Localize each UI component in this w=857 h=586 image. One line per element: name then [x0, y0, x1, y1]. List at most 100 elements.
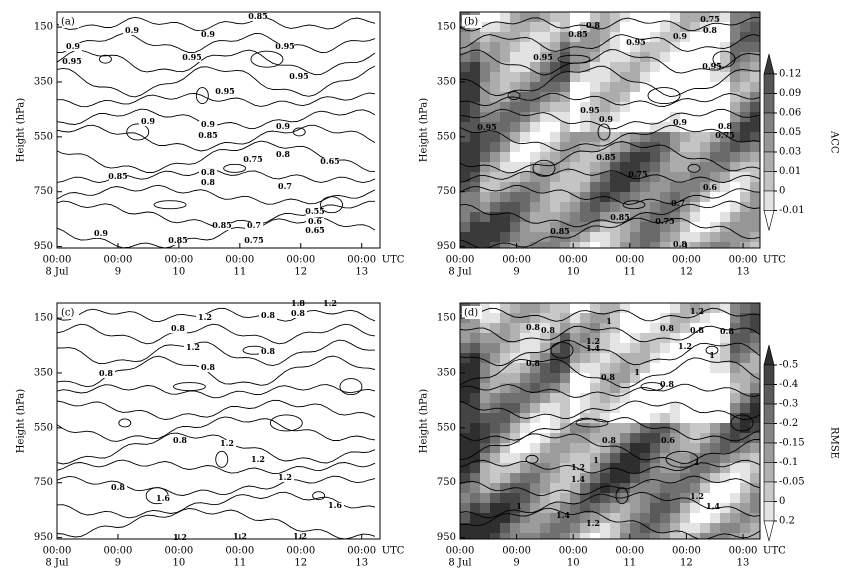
- shading: [490, 473, 501, 484]
- shading: [710, 513, 721, 524]
- shading: [580, 363, 591, 374]
- shading: [530, 313, 541, 324]
- shading: [670, 303, 681, 314]
- shading: [650, 383, 661, 394]
- shading: [690, 523, 701, 534]
- shading: [730, 483, 741, 494]
- shading: [740, 493, 751, 504]
- shading: [630, 192, 641, 203]
- contour-label: 0.9: [141, 116, 155, 126]
- colorbar-segment: [763, 520, 775, 542]
- shading: [520, 393, 531, 404]
- shading: [520, 12, 531, 23]
- contour-line: [687, 163, 701, 173]
- shading: [460, 102, 471, 113]
- shading: [650, 403, 661, 414]
- shading: [590, 132, 601, 143]
- shading: [600, 513, 611, 524]
- shading: [690, 403, 701, 414]
- contour-label: 0.9: [125, 25, 139, 35]
- shading: [700, 122, 711, 133]
- shading: [730, 212, 741, 223]
- shading: [470, 42, 481, 53]
- shading: [640, 82, 651, 93]
- shading: [490, 142, 501, 153]
- shading: [690, 172, 701, 183]
- shading: [480, 142, 491, 153]
- shading: [660, 423, 671, 434]
- shading: [620, 433, 631, 444]
- shading: [660, 353, 671, 364]
- shading: [510, 503, 521, 514]
- shading: [610, 192, 621, 203]
- contour-label-bg: [199, 132, 217, 140]
- shading: [500, 303, 511, 314]
- shading: [710, 523, 721, 534]
- contour-line: [460, 49, 760, 76]
- contour-label-bg: [199, 31, 217, 39]
- shading: [510, 42, 521, 53]
- contour-label: 0.9: [201, 119, 215, 129]
- shading: [670, 222, 681, 233]
- shading: [620, 443, 631, 454]
- shading: [480, 182, 491, 193]
- shading: [540, 303, 551, 314]
- shading: [720, 232, 731, 243]
- shading: [590, 122, 601, 133]
- shading: [590, 473, 601, 484]
- shading: [620, 82, 631, 93]
- shading: [640, 493, 651, 504]
- shading: [640, 192, 651, 203]
- shading: [470, 92, 481, 103]
- shading: [460, 232, 471, 243]
- shading: [610, 303, 621, 314]
- colorbar-segment: [763, 190, 775, 211]
- shading: [500, 232, 511, 243]
- contour-line: [647, 87, 681, 105]
- shading: [510, 393, 521, 404]
- shading: [740, 52, 751, 63]
- shading: [550, 523, 561, 534]
- shading: [690, 222, 701, 233]
- shading: [680, 72, 691, 83]
- contour-line: [460, 307, 760, 322]
- shading: [500, 473, 511, 484]
- y-tick-label: 350: [34, 76, 53, 87]
- shading: [690, 503, 701, 514]
- shading: [650, 483, 661, 494]
- shading: [520, 313, 531, 324]
- contour-label: 0.8: [673, 239, 687, 249]
- contour-label: 0.8: [261, 346, 275, 356]
- shading: [710, 323, 721, 334]
- shading: [690, 142, 701, 153]
- shading: [630, 112, 641, 123]
- shading: [680, 52, 691, 63]
- shading: [500, 72, 511, 83]
- shading: [580, 523, 591, 534]
- panel-label-bg: [462, 15, 482, 28]
- contour-label: 0.85: [550, 226, 569, 236]
- colorbar-segment: [763, 132, 775, 153]
- shading: [560, 303, 571, 314]
- shading: [550, 443, 561, 454]
- colorbar-tick-label: 0.06: [779, 108, 801, 119]
- shading: [640, 513, 651, 524]
- shading: [650, 333, 661, 344]
- shading: [680, 383, 691, 394]
- shading: [500, 323, 511, 334]
- shading: [680, 172, 691, 183]
- shading: [660, 142, 671, 153]
- shading: [740, 383, 751, 394]
- shading: [560, 152, 571, 163]
- shading: [720, 42, 731, 53]
- shading: [610, 12, 621, 23]
- shading: [630, 172, 641, 183]
- shading: [530, 42, 541, 53]
- shading: [700, 232, 711, 243]
- shading: [630, 433, 641, 444]
- shading: [660, 303, 671, 314]
- shading: [740, 102, 751, 113]
- shading: [490, 333, 501, 344]
- shading: [630, 182, 641, 193]
